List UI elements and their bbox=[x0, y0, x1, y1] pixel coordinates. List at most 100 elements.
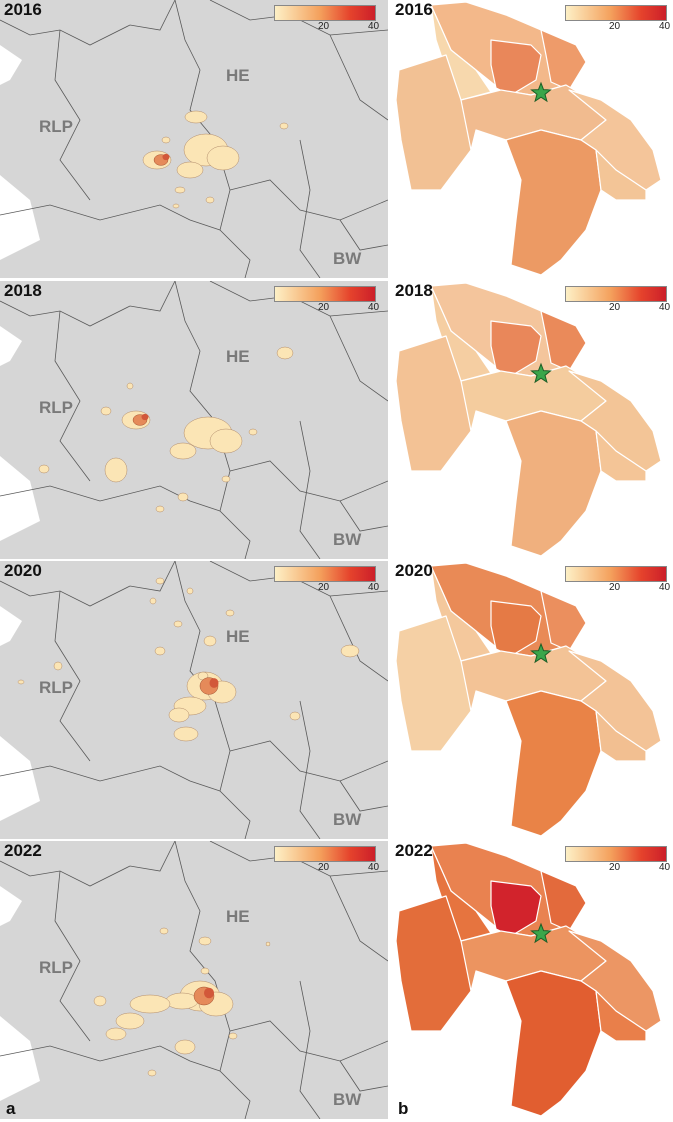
outside-area bbox=[0, 456, 40, 541]
legend-tick-20: 20 bbox=[318, 302, 330, 313]
admin-border bbox=[54, 590, 91, 762]
admin-border bbox=[54, 310, 91, 482]
district-patch bbox=[176, 161, 204, 179]
district-patch bbox=[203, 635, 217, 647]
admin-border bbox=[339, 500, 388, 532]
district-west bbox=[395, 615, 477, 752]
overview-map bbox=[0, 561, 388, 839]
admin-border bbox=[299, 980, 321, 1119]
district-patch bbox=[248, 428, 258, 436]
admin-border bbox=[54, 870, 91, 1042]
admin-border bbox=[329, 595, 388, 682]
district-patch bbox=[104, 457, 128, 483]
color-legend: 20 40 bbox=[274, 846, 380, 876]
region-label-rlp: RLP bbox=[39, 958, 73, 977]
admin-border bbox=[229, 1020, 388, 1062]
admin-border bbox=[339, 780, 388, 812]
district-patch bbox=[279, 122, 289, 130]
district-patch bbox=[126, 382, 134, 390]
district-patch bbox=[169, 442, 197, 460]
district-patch bbox=[154, 646, 166, 656]
year-label: 2018 bbox=[4, 281, 42, 300]
admin-border bbox=[54, 29, 91, 201]
legend-gradient-bar bbox=[565, 5, 667, 21]
district-patch bbox=[149, 597, 157, 605]
district-patch bbox=[221, 475, 231, 483]
district-patch bbox=[206, 145, 240, 171]
admin-border bbox=[0, 204, 221, 231]
region-label-he: HE bbox=[226, 907, 250, 926]
legend-tick-40: 40 bbox=[368, 862, 380, 873]
overview-map bbox=[0, 841, 388, 1119]
overview-map bbox=[0, 0, 388, 278]
district-centerNW bbox=[490, 880, 542, 937]
legend-gradient-bar bbox=[565, 566, 667, 582]
district-south bbox=[505, 970, 602, 1117]
region-label-he: HE bbox=[226, 66, 250, 85]
district-patch bbox=[17, 679, 25, 685]
star-marker-icon bbox=[530, 922, 552, 944]
panel-letter-a: a bbox=[6, 1099, 16, 1118]
outside-area bbox=[0, 175, 40, 260]
admin-border bbox=[229, 740, 388, 782]
region-label-rlp: RLP bbox=[39, 398, 73, 417]
hotspot-patch bbox=[209, 678, 219, 688]
legend-tick-20: 20 bbox=[318, 862, 330, 873]
district-map bbox=[395, 1, 662, 276]
district-patch bbox=[155, 505, 165, 513]
admin-border bbox=[0, 1045, 221, 1072]
admin-border bbox=[299, 420, 321, 559]
admin-border bbox=[0, 485, 221, 512]
district-south bbox=[505, 410, 602, 557]
district-centerNW bbox=[490, 320, 542, 377]
district-centerNW bbox=[490, 39, 542, 96]
legend-tick-20: 20 bbox=[609, 862, 621, 873]
district-patch bbox=[209, 428, 243, 454]
color-legend: 20 40 bbox=[274, 5, 379, 35]
admin-border bbox=[0, 0, 176, 46]
district-patch bbox=[159, 927, 169, 935]
district-patch bbox=[53, 661, 63, 671]
district-patch bbox=[155, 577, 165, 585]
district-southEast bbox=[595, 990, 647, 1042]
region-label-rlp: RLP bbox=[39, 117, 73, 136]
color-legend: 20 40 bbox=[565, 286, 670, 316]
district-patch bbox=[147, 1069, 157, 1077]
district-patch bbox=[172, 203, 180, 209]
year-label: 2018 bbox=[395, 281, 433, 300]
district-west bbox=[395, 54, 477, 191]
district-southEast bbox=[595, 710, 647, 762]
legend-tick-20: 20 bbox=[609, 302, 621, 313]
admin-border bbox=[0, 765, 221, 792]
district-patch bbox=[105, 1027, 127, 1041]
region-label-he: HE bbox=[226, 347, 250, 366]
outside-area bbox=[0, 45, 22, 85]
admin-border bbox=[329, 875, 388, 962]
admin-border bbox=[0, 561, 176, 607]
district-patch bbox=[205, 196, 215, 204]
star-marker-icon bbox=[530, 642, 552, 664]
legend-gradient-bar bbox=[565, 286, 667, 302]
year-label: 2016 bbox=[4, 0, 42, 19]
year-label: 2020 bbox=[4, 561, 42, 580]
district-patch bbox=[265, 941, 271, 947]
overview-map bbox=[0, 281, 388, 559]
admin-border bbox=[299, 139, 321, 278]
map-panel-b-2020: 2020 20 40 bbox=[391, 561, 673, 839]
outside-area bbox=[0, 886, 22, 926]
district-south bbox=[505, 690, 602, 837]
district-patch bbox=[200, 967, 210, 975]
outside-area bbox=[0, 736, 40, 821]
district-patch bbox=[173, 726, 199, 742]
region-label-he: HE bbox=[226, 627, 250, 646]
admin-border bbox=[339, 219, 388, 251]
star-marker-icon bbox=[530, 362, 552, 384]
map-panel-a-2022: 2022 HE RLP BW 20 40 bbox=[0, 841, 388, 1119]
region-label-rlp: RLP bbox=[39, 678, 73, 697]
outside-area bbox=[0, 606, 22, 646]
district-west bbox=[395, 895, 477, 1032]
legend-tick-40: 40 bbox=[659, 21, 671, 32]
district-patch bbox=[38, 464, 50, 474]
legend-tick-20: 20 bbox=[318, 21, 330, 32]
district-map bbox=[395, 842, 662, 1117]
